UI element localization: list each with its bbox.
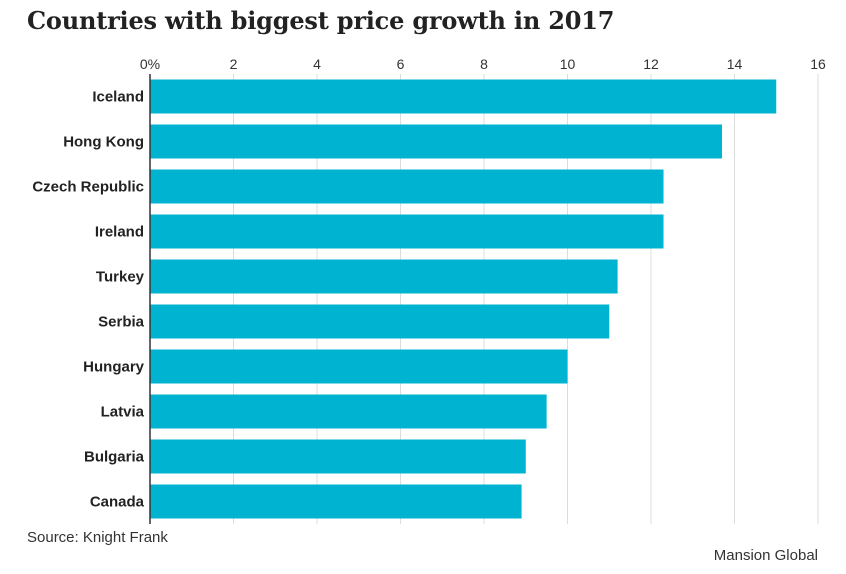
publisher-credit: Mansion Global — [713, 547, 818, 564]
source-note: Source: Knight Frank — [27, 529, 168, 546]
category-label-hungary: Hungary — [83, 359, 145, 376]
x-tick-label-2: 2 — [230, 56, 238, 72]
bar-ireland — [150, 214, 664, 249]
bar-latvia — [150, 394, 547, 429]
bars — [150, 79, 777, 519]
category-label-iceland: Iceland — [92, 89, 144, 106]
x-tick-label-12: 12 — [643, 56, 659, 72]
category-label-turkey: Turkey — [96, 269, 145, 286]
x-tick-label-8: 8 — [480, 56, 488, 72]
category-label-serbia: Serbia — [98, 314, 145, 331]
x-tick-label-16: 16 — [810, 56, 826, 72]
category-label-hong-kong: Hong Kong — [63, 134, 144, 151]
bar-serbia — [150, 304, 610, 339]
x-tick-label-0: 0% — [140, 56, 160, 72]
category-label-bulgaria: Bulgaria — [84, 449, 145, 466]
category-label-ireland: Ireland — [95, 224, 144, 241]
bar-turkey — [150, 259, 618, 294]
bar-bulgaria — [150, 439, 526, 474]
x-tick-label-4: 4 — [313, 56, 321, 72]
category-labels: Iceland Hong Kong Czech Republic Ireland Tur… — [32, 89, 144, 511]
bar-canada — [150, 484, 522, 519]
x-tick-label-10: 10 — [560, 56, 576, 72]
chart-title: Countries with biggest price growth in 2… — [27, 6, 615, 35]
bar-hungary — [150, 349, 568, 384]
category-label-czech-republic: Czech Republic — [32, 179, 144, 196]
category-label-canada: Canada — [90, 494, 145, 511]
x-tick-label-6: 6 — [397, 56, 405, 72]
category-label-latvia: Latvia — [101, 404, 145, 421]
bar-hong-kong — [150, 124, 722, 159]
x-axis-ticks: 0% 2 4 6 8 10 12 14 16 — [140, 56, 826, 72]
bar-iceland — [150, 79, 777, 114]
bar-czech-republic — [150, 169, 664, 204]
x-tick-label-14: 14 — [727, 56, 743, 72]
